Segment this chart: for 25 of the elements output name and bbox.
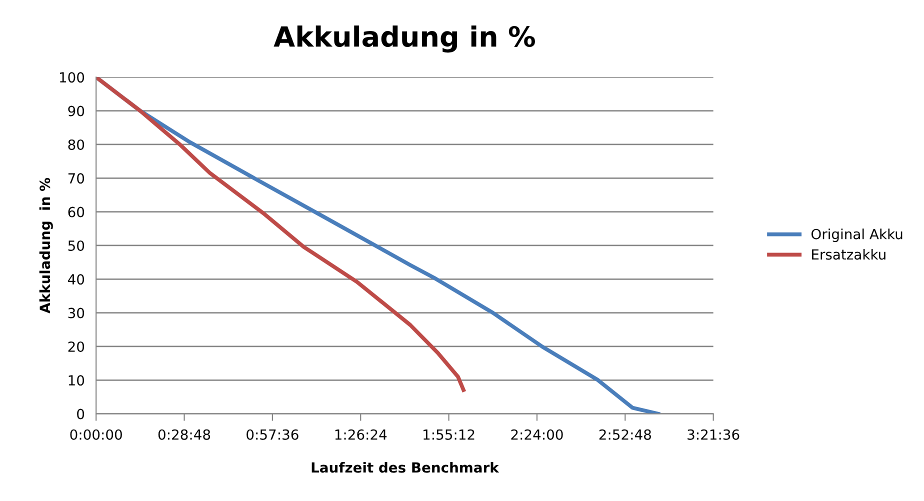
chart-title: Akkuladung in % (274, 25, 535, 53)
x-tick-label: 3:21:36 (688, 429, 740, 440)
y-tick-label: 70 (68, 173, 84, 184)
line-series (96, 77, 466, 392)
x-tick-label: 0:28:48 (158, 429, 210, 440)
y-tick-label: 100 (60, 72, 84, 83)
y-tick-label: 40 (68, 274, 84, 285)
x-tick-label: 1:26:24 (335, 429, 387, 440)
y-axis-title: Akkuladung in % (39, 178, 53, 314)
y-tick-label: 80 (68, 139, 84, 150)
y-tick-label: 20 (68, 341, 84, 352)
y-tick-label: 10 (68, 375, 84, 386)
x-tick-label: 0:00:00 (70, 429, 122, 440)
x-axis-title: Laufzeit des Benchmark (312, 462, 500, 473)
legend-label: Original Akku (811, 228, 902, 242)
y-tick-label: 30 (68, 308, 84, 318)
y-tick-label: 60 (68, 206, 84, 218)
y-tick-label: 0 (77, 408, 84, 420)
x-tick-label: 1:55:12 (424, 429, 474, 440)
y-tick-label: 90 (68, 106, 84, 116)
x-tick-label: 0:57:36 (246, 429, 298, 440)
x-tick-label: 2:24:00 (511, 429, 563, 440)
y-tick-label: 50 (68, 240, 84, 251)
legend-label: Ersatzakku (812, 248, 886, 260)
x-tick-label: 2:52:48 (599, 429, 651, 440)
